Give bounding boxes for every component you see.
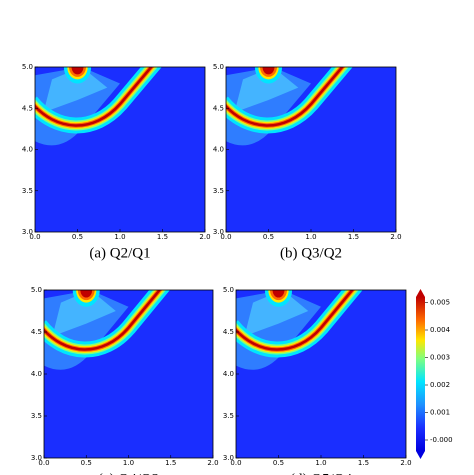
x-tick-label: 2.0 bbox=[207, 459, 218, 467]
y-tick-label: 3.5 bbox=[31, 412, 42, 420]
y-tick-label: 5.0 bbox=[213, 63, 224, 71]
x-tick-label: 2.0 bbox=[390, 233, 401, 241]
x-tick-label: 0.5 bbox=[81, 459, 92, 467]
colorbar-label: 0.005 bbox=[430, 299, 450, 307]
y-tick-label: 4.0 bbox=[223, 370, 234, 378]
caption: (b) Q3/Q2 bbox=[280, 245, 342, 261]
y-tick-label: 4.5 bbox=[223, 328, 234, 336]
x-tick-label: 0.0 bbox=[29, 233, 40, 241]
field bbox=[226, 67, 396, 232]
blob bbox=[71, 67, 84, 75]
x-tick-label: 1.0 bbox=[305, 233, 316, 241]
x-tick-label: 2.0 bbox=[199, 233, 210, 241]
y-tick-label: 5.0 bbox=[223, 286, 234, 294]
colorbar-label: 0.002 bbox=[430, 381, 450, 389]
caption: (a) Q2/Q1 bbox=[89, 245, 150, 261]
colorbar bbox=[416, 297, 425, 451]
x-tick-label: 2.0 bbox=[400, 459, 411, 467]
blob bbox=[80, 290, 93, 298]
band bbox=[236, 290, 354, 351]
y-tick-label: 5.0 bbox=[31, 286, 42, 294]
x-tick-label: 0.5 bbox=[273, 459, 284, 467]
band bbox=[35, 67, 153, 127]
x-tick-label: 1.0 bbox=[315, 459, 326, 467]
y-tick-label: 4.0 bbox=[213, 146, 224, 154]
band bbox=[226, 67, 344, 127]
colorbar-label: 0.004 bbox=[430, 326, 451, 334]
y-tick-label: 4.5 bbox=[31, 328, 42, 336]
y-tick-label: 3.0 bbox=[223, 454, 234, 462]
y-tick-label: 4.0 bbox=[22, 146, 33, 154]
fan-inner bbox=[43, 67, 108, 113]
y-tick-label: 3.5 bbox=[22, 187, 33, 195]
x-tick-label: 1.0 bbox=[123, 459, 134, 467]
y-tick-label: 3.0 bbox=[213, 228, 224, 236]
y-tick-label: 3.5 bbox=[223, 412, 234, 420]
y-tick-label: 3.0 bbox=[31, 454, 42, 462]
y-tick-label: 4.0 bbox=[31, 370, 42, 378]
colorbar-label: 0.003 bbox=[430, 354, 450, 362]
y-tick-label: 4.5 bbox=[213, 104, 224, 112]
caption: (d) Q5/Q4 bbox=[290, 471, 353, 475]
x-tick-label: 0.5 bbox=[263, 233, 274, 241]
field bbox=[44, 290, 213, 458]
fan-inner bbox=[52, 290, 116, 337]
x-tick-label: 1.5 bbox=[358, 459, 369, 467]
blob bbox=[272, 290, 285, 298]
y-tick-label: 5.0 bbox=[22, 63, 33, 71]
x-tick-label: 1.5 bbox=[165, 459, 176, 467]
field bbox=[35, 67, 205, 232]
caption: (c) Q4/Q3 bbox=[98, 471, 159, 475]
x-tick-label: 1.5 bbox=[348, 233, 359, 241]
x-tick-label: 1.0 bbox=[114, 233, 125, 241]
field bbox=[236, 290, 406, 458]
y-tick-label: 3.0 bbox=[22, 228, 33, 236]
blob bbox=[262, 67, 275, 75]
x-tick-label: 0.0 bbox=[38, 459, 49, 467]
colorbar-label: 0.001 bbox=[430, 409, 450, 417]
x-tick-label: 1.5 bbox=[157, 233, 168, 241]
extend-top bbox=[416, 289, 425, 297]
fan-inner bbox=[234, 67, 299, 113]
fan-inner bbox=[244, 290, 309, 337]
colorbar-label: -0.000 bbox=[430, 436, 453, 444]
x-tick-label: 0.0 bbox=[220, 233, 231, 241]
x-tick-label: 0.5 bbox=[72, 233, 83, 241]
band bbox=[44, 290, 162, 351]
y-tick-label: 4.5 bbox=[22, 104, 33, 112]
y-tick-label: 3.5 bbox=[213, 187, 224, 195]
extend-bottom bbox=[416, 451, 425, 459]
x-tick-label: 0.0 bbox=[230, 459, 241, 467]
